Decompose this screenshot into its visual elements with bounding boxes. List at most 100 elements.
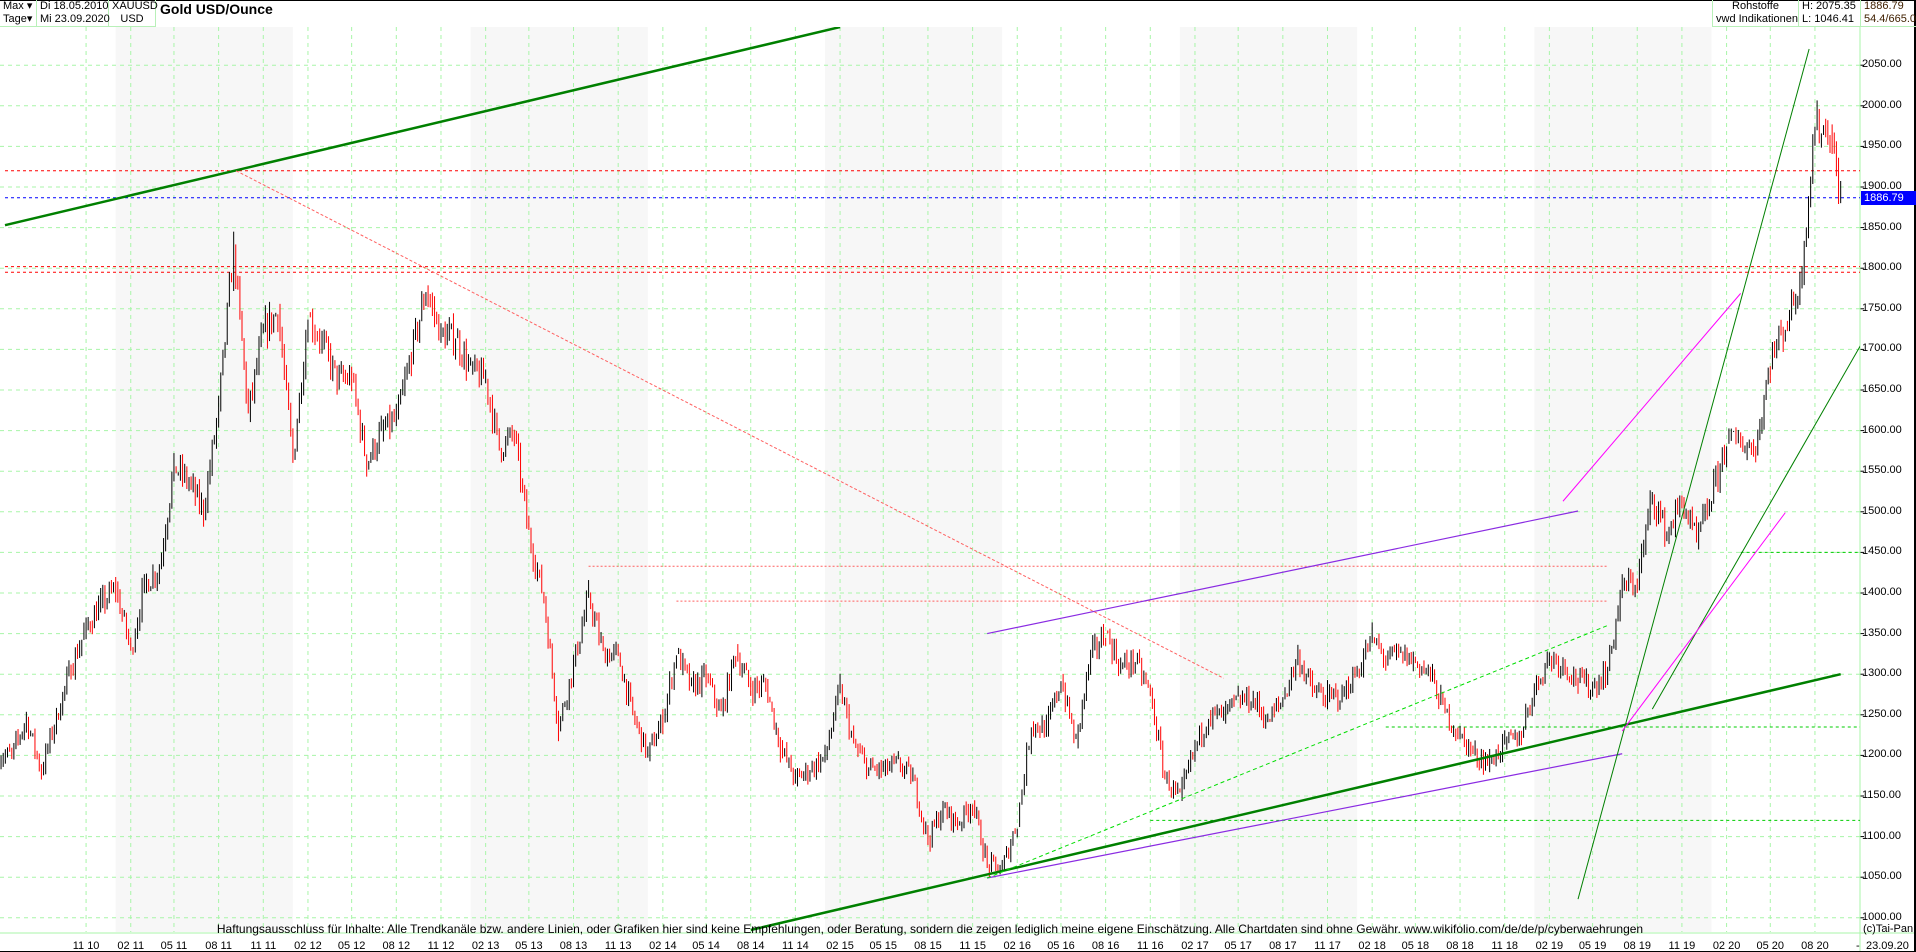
x-tick-label: 02 18 (1358, 940, 1386, 952)
data-source: vwd Indikationen (1716, 13, 1798, 25)
x-tick-label: 08 18 (1446, 940, 1474, 952)
trendline (235, 170, 1224, 679)
x-tick-label: 05 18 (1401, 940, 1430, 952)
x-tick-label: 02 13 (471, 940, 500, 952)
disclaimer: Haftungsausschluss für Inhalte: Alle Tre… (216, 922, 1644, 936)
last-price-marker: 1886.79 (1861, 190, 1916, 205)
x-tick-label: 08 20 (1801, 940, 1829, 952)
x-tick-label: 11 16 (1136, 940, 1164, 952)
x-tick-label: 08 14 (736, 940, 765, 952)
symbol-box: XAUUSD USD (109, 0, 158, 27)
y-tick-label: 2000.00 (1862, 98, 1902, 111)
x-tick-label: 08 16 (1091, 940, 1120, 952)
chevron-down-icon: ▾ (26, 0, 33, 12)
x-tick-label: 05 12 (337, 940, 366, 952)
category: Rohstoffe (1732, 0, 1779, 12)
symbol: XAUUSD (112, 0, 158, 12)
top-border (0, 0, 1916, 1)
y-tick-label: 1350.00 (1862, 626, 1902, 639)
x-tick-label: 11 15 (959, 940, 986, 952)
x-tick-label: 08 17 (1269, 940, 1297, 952)
y-tick-label: 1450.00 (1862, 545, 1902, 558)
x-tick-label: 11 19 (1668, 940, 1696, 952)
low-value: L: 1046.41 (1802, 13, 1854, 25)
y-tick-label: 1700.00 (1862, 342, 1902, 355)
copyright: (c)Tai-Pan (1863, 923, 1914, 935)
x-tick-label: 02 19 (1535, 940, 1564, 952)
trendline (1562, 293, 1742, 502)
x-tick-label: 08 13 (559, 940, 588, 952)
interval-dropdown[interactable]: Tage▾ (0, 13, 36, 26)
y-tick-label: 2050.00 (1862, 58, 1902, 71)
x-tick-label: 02 12 (294, 940, 322, 952)
period-label: Max (3, 0, 24, 12)
x-tick-label: 05 15 (869, 940, 898, 952)
extra-value: 54.4/665.0 (1864, 13, 1916, 25)
x-tick-label: 08 11 (205, 940, 232, 952)
last-box: 1886.79 54.4/665.0 (1861, 0, 1916, 27)
x-tick-label: 05 14 (692, 940, 720, 952)
x-tick-label: 02 17 (1181, 940, 1209, 952)
y-tick-label: 1100.00 (1862, 829, 1901, 842)
x-tick-label: 11 10 (72, 940, 100, 952)
y-tick-label: 1800.00 (1862, 261, 1902, 274)
high-value: H: 2075.35 (1802, 0, 1856, 12)
chart-title: Gold USD/Ounce (160, 1, 273, 17)
y-tick-label: 1650.00 (1862, 383, 1902, 395)
x-tick-label: 02 14 (649, 940, 677, 952)
x-tick-label: 08 19 (1623, 940, 1652, 952)
x-tick-label: 05 17 (1224, 940, 1252, 952)
trendline (987, 753, 1623, 879)
y-tick-label: 1150.00 (1862, 789, 1901, 801)
y-tick-label: 1550.00 (1862, 464, 1902, 477)
currency: USD (120, 13, 144, 25)
y-tick-label: 1600.00 (1862, 423, 1902, 436)
date-range: Di 18.05.2010 Mi 23.09.2020 (37, 0, 110, 27)
x-tick-label: 05 19 (1578, 940, 1607, 952)
y-tick-label: 1200.00 (1862, 748, 1902, 761)
y-tick-label: 1850.00 (1862, 220, 1902, 233)
last-value: 1886.79 (1864, 0, 1904, 12)
y-tick-label: 1400.00 (1862, 586, 1902, 598)
x-tick-label: 11 17 (1314, 940, 1341, 952)
high-low-box: H: 2075.35 L: 1046.41 (1799, 0, 1861, 27)
x-tick-label: 05 13 (515, 940, 543, 952)
trendline (987, 510, 1579, 635)
x-tick-label: 05 16 (1047, 940, 1075, 952)
y-tick-label: 1500.00 (1862, 504, 1902, 517)
y-tick-label: 1900.00 (1862, 180, 1902, 192)
y-tick-label: 1950.00 (1862, 139, 1902, 152)
end-date: 23.09.20 (1866, 940, 1909, 952)
x-tick-label: 02 11 (117, 940, 145, 952)
date-from: Di 18.05.2010 (40, 0, 109, 12)
trendline (1651, 345, 1860, 710)
trendline (1621, 512, 1786, 732)
x-tick-label: 08 15 (914, 940, 942, 952)
range-selector[interactable]: Max ▾ Tage▾ (0, 0, 37, 27)
x-tick-label: 11 11 (250, 940, 277, 952)
x-tick-label: 11 18 (1491, 940, 1519, 952)
y-tick-label: 1300.00 (1862, 667, 1902, 680)
chevron-down-icon: ▾ (26, 13, 33, 25)
plot-area (0, 27, 1860, 932)
y-tick-label: 1050.00 (1862, 870, 1902, 883)
y-tick-label: 1000.00 (1862, 910, 1902, 923)
x-tick-label: 08 12 (382, 940, 411, 952)
y-tick-label: 1250.00 (1862, 707, 1902, 720)
end-dash: - (1856, 940, 1860, 952)
interval-label: Tage (3, 13, 27, 25)
trendline (1577, 48, 1810, 900)
x-tick-label: 11 12 (427, 940, 455, 952)
x-tick-label: 02 16 (1003, 940, 1032, 952)
x-tick-label: 05 20 (1756, 940, 1785, 952)
x-tick-label: 11 14 (782, 940, 809, 952)
x-tick-label: 02 20 (1712, 940, 1741, 952)
period-dropdown[interactable]: Max ▾ (0, 0, 36, 13)
x-tick-label: 05 11 (160, 940, 188, 952)
trendline (4, 27, 841, 227)
source-box: Rohstoffe vwd Indikationen (1712, 0, 1799, 27)
date-to: Mi 23.09.2020 (40, 13, 110, 25)
x-tick-label: 11 13 (604, 940, 632, 952)
trendline (750, 672, 1841, 932)
